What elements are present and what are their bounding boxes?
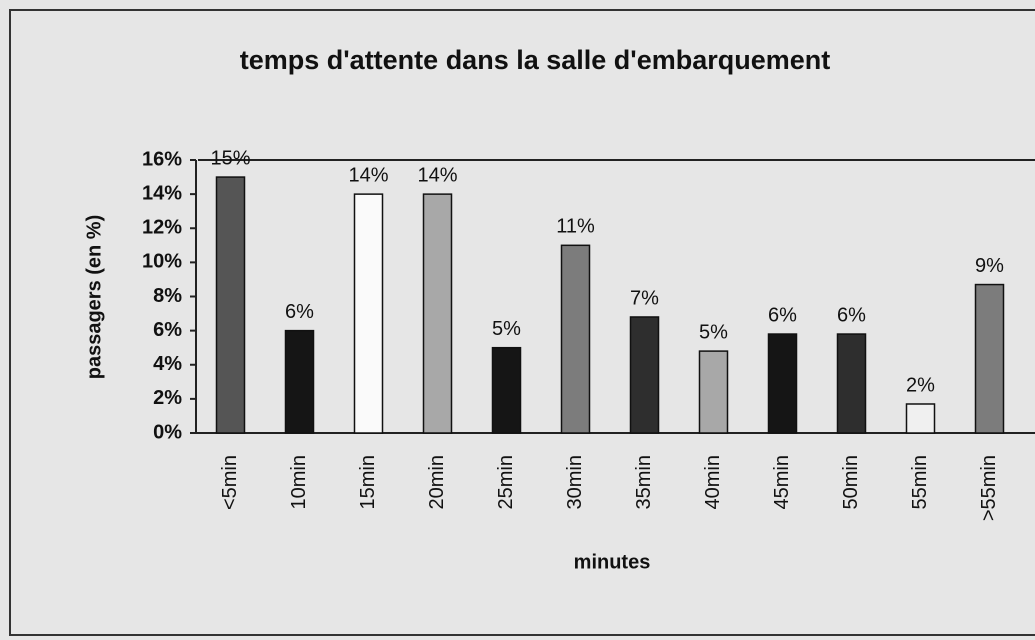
- y-tick-label: 12%: [142, 217, 182, 239]
- chart-frame: [9, 9, 1035, 636]
- data-label: 14%: [417, 164, 457, 186]
- y-tick-label: 0%: [153, 421, 182, 443]
- bar: [560, 244, 591, 434]
- bar: [284, 329, 315, 434]
- y-axis-label: passagers (en %): [83, 215, 105, 380]
- x-tick-label: 40min: [702, 455, 724, 509]
- data-label: 5%: [492, 318, 521, 340]
- data-label: 5%: [699, 321, 728, 343]
- data-label: 15%: [210, 147, 250, 169]
- bar: [422, 193, 453, 434]
- data-label: 7%: [630, 287, 659, 309]
- x-tick-label: 10min: [288, 455, 310, 509]
- bar: [215, 176, 246, 434]
- y-tick-label: 8%: [153, 285, 182, 307]
- data-label: 14%: [348, 164, 388, 186]
- y-tick-label: 14%: [142, 182, 182, 204]
- data-label: 9%: [975, 255, 1004, 277]
- bar: [698, 350, 729, 434]
- x-tick-label: 20min: [426, 455, 448, 509]
- bar: [491, 346, 522, 434]
- data-label: 11%: [556, 216, 595, 238]
- y-tick-label: 2%: [153, 387, 182, 409]
- data-label: 6%: [285, 301, 314, 323]
- bar: [974, 283, 1005, 434]
- bar: [836, 333, 867, 434]
- x-tick-label: 15min: [357, 455, 379, 509]
- bar: [767, 333, 798, 434]
- y-tick-label: 4%: [153, 353, 182, 375]
- x-tick-label: 55min: [909, 455, 931, 509]
- data-label: 6%: [837, 304, 866, 326]
- data-label: 6%: [768, 304, 797, 326]
- data-label: 2%: [906, 374, 935, 396]
- x-axis-label: minutes: [574, 551, 651, 573]
- x-tick-label: <5min: [219, 455, 241, 510]
- bar: [905, 403, 936, 434]
- x-tick-label: 35min: [633, 455, 655, 509]
- x-tick-label: >55min: [978, 455, 1000, 521]
- y-tick-label: 16%: [142, 148, 182, 170]
- x-tick-label: 45min: [771, 455, 793, 509]
- y-tick-label: 10%: [142, 251, 182, 273]
- y-tick-label: 6%: [153, 319, 182, 341]
- bar: [353, 193, 384, 434]
- x-tick-label: 25min: [495, 455, 517, 509]
- x-tick-label: 50min: [840, 455, 862, 509]
- x-tick-label: 30min: [564, 455, 586, 509]
- bar: [629, 316, 660, 434]
- chart-title: temps d'attente dans la salle d'embarque…: [240, 45, 831, 75]
